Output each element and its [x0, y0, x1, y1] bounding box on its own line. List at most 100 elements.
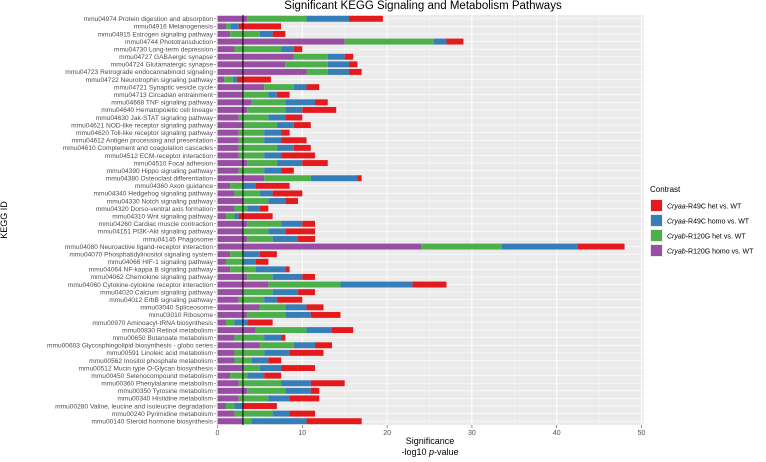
- bar-segment-r49c_het: [357, 175, 362, 182]
- bar-segment-r49c_homo: [242, 258, 256, 265]
- bar-segment-r49c_homo: [327, 68, 349, 75]
- bar-segment-r120g_het: [264, 175, 311, 182]
- bar-segment-r49c_homo: [285, 311, 311, 318]
- bar-segment-r49c_het: [255, 182, 290, 189]
- bar-segment-r120g_homo: [217, 311, 248, 318]
- bar-segment-r49c_homo: [264, 167, 282, 174]
- bar-segment-r120g_homo: [217, 327, 256, 334]
- bar-segment-r49c_het: [281, 137, 307, 144]
- bar-segment-r49c_het: [281, 152, 316, 159]
- bar-segment-r120g_het: [238, 144, 277, 151]
- category-label: mmu04640 Hematopoietic cell lineage: [101, 107, 213, 114]
- bar-segment-r120g_homo: [217, 387, 248, 394]
- bar-segment-r120g_het: [264, 84, 294, 91]
- legend-swatch-r120g_het: [651, 230, 662, 241]
- bar-segment-r49c_het: [348, 15, 383, 22]
- bar-segment-r49c_homo: [264, 137, 282, 144]
- category-label: mmu00562 Inositol phosphate metabolism: [89, 358, 213, 365]
- bar-segment-r49c_homo: [232, 76, 238, 83]
- bar-segment-r120g_homo: [217, 266, 231, 273]
- category-label: mmu03010 Ribosome: [148, 312, 213, 319]
- bar-segment-r120g_homo: [217, 289, 243, 296]
- bar-segment-r120g_het: [251, 99, 286, 106]
- category-label: mmu00830 Retinol metabolism: [122, 327, 213, 334]
- bar-segment-r120g_het: [224, 76, 233, 83]
- bar-segment-r49c_het: [289, 349, 324, 356]
- bar-segment-r120g_het: [230, 372, 248, 379]
- bar-segment-r120g_het: [225, 213, 235, 220]
- bar-segment-r120g_het: [259, 304, 286, 311]
- bar-segment-r49c_homo: [310, 175, 358, 182]
- category-label: mmu04062 Chemokine signaling pathway: [91, 274, 214, 281]
- bar-segment-r120g_homo: [217, 357, 235, 364]
- bar-segment-r49c_homo: [234, 213, 239, 220]
- category-label: mmu00650 Butanoate metabolism: [113, 335, 214, 342]
- plot-background: [216, 15, 644, 425]
- bar-segment-r49c_homo: [276, 122, 294, 129]
- x-axis-units-suffix: -value: [434, 447, 459, 457]
- bar-segment-r120g_het: [238, 137, 265, 144]
- bar-segment-r49c_het: [348, 61, 358, 68]
- category-label: mmu00360 Phenylalanine metabolism: [101, 381, 213, 388]
- bar-segment-r49c_het: [272, 190, 303, 197]
- category-label: mmu04360 Axon guidance: [135, 183, 213, 190]
- bar-segment-r49c_het: [306, 304, 324, 311]
- bar-segment-r120g_homo: [217, 106, 248, 113]
- bar-segment-r49c_homo: [259, 365, 282, 372]
- bar-segment-r49c_homo: [501, 243, 578, 250]
- bar-segment-r49c_het: [259, 251, 277, 258]
- bar-segment-r120g_het: [238, 129, 265, 136]
- bar-segment-r120g_homo: [217, 46, 235, 53]
- bar-segment-r49c_homo: [234, 403, 243, 409]
- bar-segment-r49c_het: [302, 273, 316, 280]
- bar-segment-r49c_het: [293, 122, 311, 129]
- category-label: mmu04730 Long-term depression: [114, 46, 213, 53]
- bar-segment-r120g_het: [247, 273, 273, 280]
- bar-segment-r120g_homo: [217, 418, 243, 425]
- category-label: mmu04380 Osteoclast differentiation: [106, 176, 214, 183]
- legend-swatch-r49c_homo: [651, 215, 662, 226]
- category-label: mmu04620 Toll-like receptor signaling pa…: [76, 130, 214, 137]
- bar-segment-r49c_het: [302, 220, 316, 227]
- category-label: mmu00970 Aminoacyl-tRNA biosynthesis: [92, 320, 213, 327]
- bar-segment-r49c_homo: [293, 342, 316, 349]
- category-label: mmu00140 Steroid hormone biosynthesis: [91, 419, 213, 426]
- category-label: mmu04064 NF-kappa B signaling pathway: [89, 267, 214, 274]
- bar-segment-r49c_homo: [285, 304, 307, 311]
- bar-segment-r120g_het: [242, 289, 273, 296]
- category-label: mmu04668 TNF signaling pathway: [111, 100, 213, 107]
- bar-segment-r49c_het: [281, 365, 316, 372]
- bar-segment-r49c_het: [446, 38, 464, 45]
- bar-segment-r49c_het: [285, 114, 303, 121]
- bar-segment-r49c_het: [276, 296, 303, 303]
- bar-segment-r49c_homo: [272, 273, 303, 280]
- bar-segment-r49c_het: [255, 258, 269, 265]
- bar-segment-r120g_homo: [217, 144, 239, 151]
- bar-segment-r120g_homo: [217, 319, 226, 326]
- bar-segment-r120g_het: [247, 220, 282, 227]
- bar-segment-r120g_homo: [217, 61, 286, 68]
- bar-segment-r49c_het: [310, 380, 345, 387]
- category-label: mmu04612 Antigen processing and presenta…: [72, 138, 214, 145]
- bar-segment-r49c_het: [315, 99, 328, 106]
- bar-segment-r120g_homo: [217, 122, 243, 129]
- category-label: mmu00450 Selenocompound metabolism: [91, 373, 213, 380]
- bar-segment-r49c_het: [302, 106, 337, 113]
- bar-segment-r120g_het: [238, 114, 269, 121]
- bar-segment-r120g_het: [225, 319, 235, 326]
- bar-segment-r49c_homo: [255, 266, 286, 273]
- bar-segment-r49c_homo: [268, 91, 277, 98]
- bar-segment-r120g_homo: [217, 129, 239, 136]
- bar-segment-r49c_homo: [268, 228, 286, 235]
- y-axis-label: KEGG ID: [0, 201, 9, 239]
- category-label: mmu00350 Tyrosine metabolism: [118, 388, 214, 395]
- x-axis-label-units: -log10 p-value: [401, 447, 458, 457]
- bar-segment-r49c_homo: [276, 144, 294, 151]
- legend-label-r49c_het: Cryaa-R49C het vs. WT: [667, 204, 742, 211]
- bar-segment-r49c_homo: [230, 23, 239, 30]
- bar-segment-r49c_homo: [264, 349, 290, 356]
- bar-segment-r120g_het: [225, 403, 235, 409]
- category-label: mmu04724 Glutamatergic synapse: [111, 62, 214, 69]
